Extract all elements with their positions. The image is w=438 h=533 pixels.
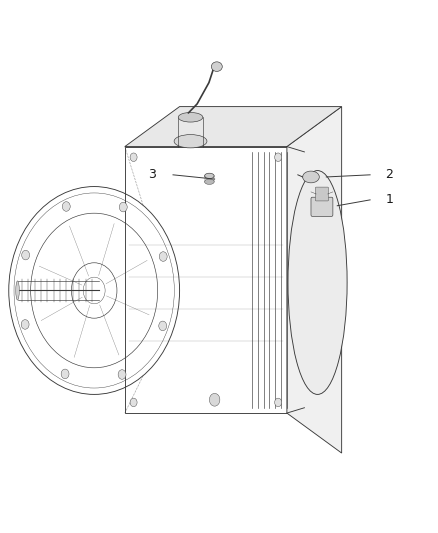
- FancyBboxPatch shape: [315, 187, 328, 201]
- Circle shape: [275, 398, 282, 407]
- Circle shape: [61, 369, 69, 378]
- Circle shape: [21, 320, 29, 329]
- Polygon shape: [125, 107, 342, 147]
- Ellipse shape: [178, 112, 203, 122]
- Circle shape: [159, 252, 167, 261]
- Ellipse shape: [205, 173, 214, 179]
- FancyBboxPatch shape: [311, 197, 333, 216]
- Ellipse shape: [303, 171, 319, 183]
- Circle shape: [22, 251, 30, 260]
- Circle shape: [62, 201, 70, 211]
- Ellipse shape: [205, 179, 214, 184]
- Ellipse shape: [288, 171, 347, 394]
- Circle shape: [118, 370, 126, 379]
- Circle shape: [130, 153, 137, 161]
- Ellipse shape: [211, 62, 222, 71]
- Circle shape: [130, 398, 137, 407]
- Circle shape: [119, 203, 127, 212]
- Circle shape: [209, 393, 220, 406]
- Circle shape: [275, 153, 282, 161]
- Text: 2: 2: [385, 168, 393, 181]
- Ellipse shape: [174, 134, 207, 148]
- Text: 3: 3: [148, 168, 155, 181]
- Circle shape: [159, 321, 166, 330]
- Ellipse shape: [16, 281, 19, 300]
- Polygon shape: [287, 107, 342, 453]
- Text: 1: 1: [385, 193, 393, 206]
